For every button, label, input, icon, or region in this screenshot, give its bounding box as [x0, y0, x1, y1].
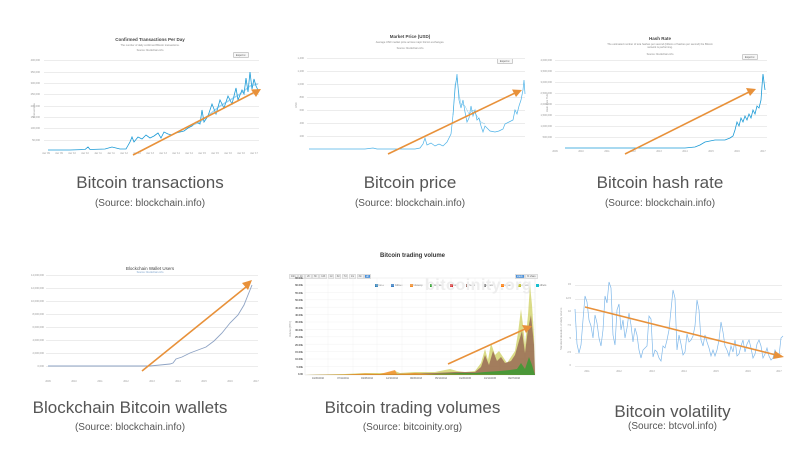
legend-item[interactable]: bitfinex [391, 284, 403, 287]
chart-transactions: Confirmed Transactions Per Day The numbe… [30, 34, 270, 159]
panel-price: Market Price (USD) Average USD market pr… [285, 0, 535, 215]
range-button[interactable]: 3m [356, 273, 364, 280]
mode-buttons: stack% share [515, 264, 538, 282]
range-button[interactable]: 6h [312, 273, 319, 280]
source-trading-volume: (Source: bitcoinity.org) [362, 422, 463, 433]
legend-item[interactable]: btcchina [430, 284, 443, 287]
transactions-series [48, 71, 261, 156]
range-button-active[interactable]: all [364, 273, 371, 280]
range-button[interactable]: 10m [289, 273, 298, 280]
range-buttons: 10m 1h 2h 6h 12h 1d 3d 7d 1m 3m all [289, 264, 371, 282]
source-transactions: (Source: blockchain.info) [94, 198, 206, 209]
caption-volatility: Bitcoin volatility [614, 402, 731, 421]
chart-subtitle: The estimated number of tera hashes per … [607, 43, 713, 49]
chart-title: Hash Rate [648, 36, 671, 41]
chart-title: Blockchain Wallet Users [125, 266, 175, 271]
export-button[interactable]: Export ▾ [742, 54, 758, 60]
source-volatility: (Source: btcvol.info) [628, 421, 717, 432]
watermark: bitcoinity.org [425, 277, 533, 294]
panel-volatility: Standard deviation of daily returns 15 1… [550, 260, 795, 440]
source-price: (Source: blockchain.info) [354, 198, 466, 209]
chart-source: Source: blockchain.info [646, 53, 674, 56]
range-button[interactable]: 7d [341, 273, 349, 280]
source-wallets: (Source: blockchain.info) [74, 422, 186, 433]
x-axis-ticks: 10/20/2010 07/11/2011 03/28/2012 12/10/2… [312, 377, 520, 380]
legend-item[interactable]: bitstamp [410, 284, 423, 287]
legend: btc-e bitfinex bitstamp btcchina btce hu… [375, 273, 549, 291]
panel-transactions: Confirmed Transactions Per Day The numbe… [30, 0, 270, 215]
chart-wallets: Blockchain Wallet Users Source: blockcha… [30, 255, 270, 385]
legend-item[interactable]: btce [450, 284, 458, 287]
caption-price: Bitcoin price [363, 173, 457, 192]
x-axis-ticks: 2011 2012 2013 2014 2015 2016 2017 [584, 370, 782, 373]
export-button[interactable]: Export ▾ [233, 52, 249, 58]
chart-volatility: Standard deviation of daily returns 15 1… [550, 260, 790, 385]
source-hash-rate: (Source: blockchain.info) [604, 198, 716, 209]
range-button[interactable]: 12h [319, 273, 328, 280]
stack-mode-button[interactable]: stack [515, 273, 525, 280]
chart-source: Source: blockchain.info [136, 49, 164, 52]
chart-price: Market Price (USD) Average USD market pr… [285, 30, 535, 160]
chart-subtitle: The number of daily confirmed Bitcoin tr… [120, 44, 180, 47]
chart-subtitle: Source: blockchain.info [136, 271, 164, 274]
caption-wallets: Blockchain Bitcoin wallets [32, 398, 228, 417]
legend-item[interactable]: okcoin [482, 284, 493, 287]
range-button[interactable]: 3d [334, 273, 342, 280]
wallets-series [48, 280, 253, 372]
caption-hash-rate: Bitcoin hash rate [596, 173, 724, 192]
caption-transactions: Bitcoin transactions [76, 173, 224, 192]
legend-item[interactable]: mtgox [500, 284, 511, 287]
chart-trading-volume: Bitcoin trading volume 10m 1h 2h 6h 12h 1d 3d 7… [285, 245, 546, 385]
caption-trading-volume: Bitcoin trading volumes [324, 398, 501, 417]
range-button[interactable]: 1h [298, 273, 305, 280]
panel-wallets: Blockchain Wallet Users Source: blockcha… [30, 255, 280, 435]
share-mode-button[interactable]: % share [524, 273, 538, 280]
chart-title: Confirmed Transactions Per Day [115, 37, 185, 42]
legend-item[interactable]: btc-e [375, 284, 384, 287]
volatility-series [574, 281, 784, 362]
range-button[interactable]: 2h [305, 273, 312, 280]
chart-title: Bitcoin trading volume [379, 253, 445, 259]
chart-title: Market Price (USD) [389, 34, 431, 39]
volume-plot-frame [304, 277, 536, 376]
price-series [309, 73, 526, 155]
range-button[interactable]: 1d [327, 273, 335, 280]
legend-item[interactable]: others [536, 284, 546, 287]
x-axis-ticks: 2009 2010 2011 2012 2013 2014 2015 2016 … [45, 380, 259, 383]
panel-hash-rate: Hash Rate The estimated number of tera h… [535, 0, 785, 215]
panel-trading-volume: Bitcoin trading volume 10m 1h 2h 6h 12h 1d 3d 7… [285, 245, 546, 440]
chart-source: Source: blockchain.info [396, 47, 424, 50]
range-button[interactable]: 1m [348, 273, 357, 280]
chart-hash-rate: Hash Rate The estimated number of tera h… [535, 30, 785, 160]
x-axis-ticks: 2009 2010 2011 2012 2013 2014 2015 2016 … [552, 150, 766, 153]
legend-item[interactable]: huobi [465, 284, 475, 287]
hash-rate-series [565, 73, 766, 155]
chart-subtitle: Average USD market price across major bi… [375, 41, 445, 44]
